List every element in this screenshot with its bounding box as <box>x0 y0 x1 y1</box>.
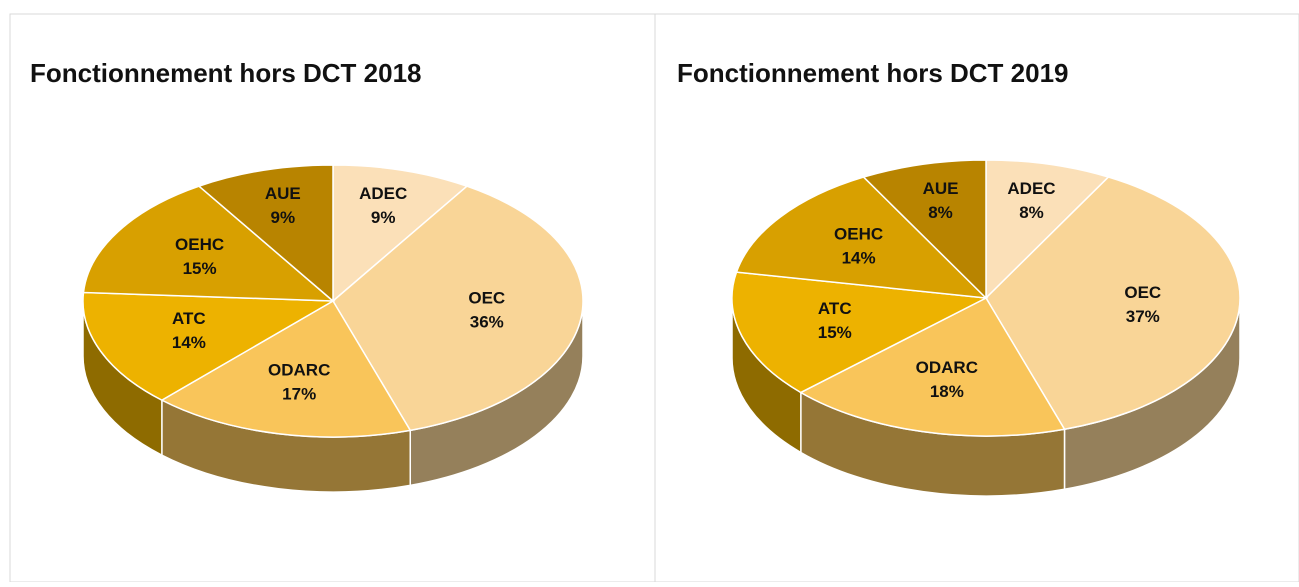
slice-value: 36% <box>470 313 504 332</box>
slice-value: 18% <box>930 382 964 401</box>
slice-value: 37% <box>1126 307 1160 326</box>
chart-title: Fonctionnement hors DCT 2018 <box>30 58 422 88</box>
slice-label: AUE <box>923 179 959 198</box>
slice-value: 15% <box>183 259 217 278</box>
pie-slice <box>862 159 987 300</box>
slice-value: 14% <box>842 249 876 268</box>
pie-slice <box>82 291 336 401</box>
slice-label: ODARC <box>916 358 978 377</box>
slice-label: OEHC <box>834 225 883 244</box>
slice-label: OEHC <box>175 235 224 254</box>
slice-value: 9% <box>371 208 396 227</box>
slice-label: ATC <box>172 309 206 328</box>
slice-value: 15% <box>818 323 852 342</box>
slice-value: 8% <box>928 203 953 222</box>
slice-label: ODARC <box>268 360 330 379</box>
slice-label: OEC <box>468 289 505 308</box>
slice-label: ADEC <box>1007 179 1055 198</box>
pie-slice <box>985 176 1241 431</box>
slice-value: 17% <box>282 384 316 403</box>
pie-slice <box>332 185 584 432</box>
pie-slice <box>735 176 989 299</box>
pie-slice <box>82 185 336 302</box>
pie-slice <box>197 164 334 303</box>
slice-value: 14% <box>172 333 206 352</box>
slice-label: ADEC <box>359 184 407 203</box>
slice-label: ATC <box>818 299 852 318</box>
pie-slice <box>985 159 1110 300</box>
pie-slice <box>731 271 989 394</box>
pie-slice <box>332 164 469 303</box>
slice-label: OEC <box>1124 283 1161 302</box>
slice-value: 8% <box>1019 203 1044 222</box>
slice-label: AUE <box>265 184 301 203</box>
chart-title: Fonctionnement hors DCT 2019 <box>677 58 1069 88</box>
pie-slice <box>799 297 1066 437</box>
slice-value: 9% <box>270 208 295 227</box>
pie-slice <box>160 299 412 438</box>
